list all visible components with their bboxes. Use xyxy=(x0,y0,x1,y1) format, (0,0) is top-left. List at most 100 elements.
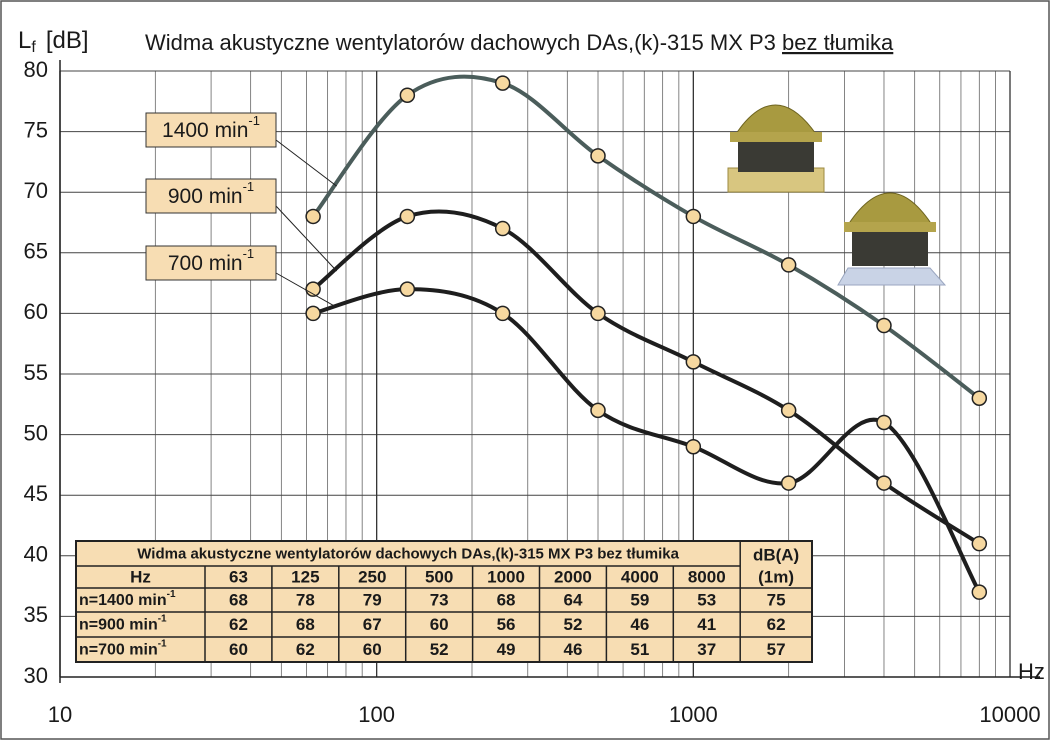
table-cell: 46 xyxy=(563,640,582,659)
data-table: Widma akustyczne wentylatorów dachowych … xyxy=(76,541,812,662)
table-hz: 2000 xyxy=(554,567,592,586)
data-point xyxy=(686,355,700,369)
y-tick-label: 80 xyxy=(24,57,48,82)
title-text: Widma akustyczne wentylatorów dachowych … xyxy=(145,30,782,55)
table-cell: 62 xyxy=(229,615,248,634)
data-point xyxy=(400,209,414,223)
title-underlined: bez tłumika xyxy=(782,30,894,55)
table-row-label: n=1400 min-1 xyxy=(79,589,176,610)
table-cell: 60 xyxy=(229,640,248,659)
table-dba: 62 xyxy=(767,615,786,634)
x-tick-label: 10 xyxy=(48,702,72,727)
table-cell: 73 xyxy=(430,590,449,609)
legend-sup: -1 xyxy=(243,246,255,261)
table-cell: 78 xyxy=(296,590,315,609)
y-tick-label: 45 xyxy=(24,481,48,506)
table-cell: 37 xyxy=(697,640,716,659)
row-name: 700 min xyxy=(98,642,158,659)
data-point xyxy=(306,306,320,320)
x-tick-label: 10000 xyxy=(979,702,1040,727)
data-point xyxy=(782,403,796,417)
y-tick-label: 50 xyxy=(24,420,48,445)
legend-label: 1400 min-1 xyxy=(162,113,260,141)
table-cell: 68 xyxy=(497,590,516,609)
table-hz: 250 xyxy=(358,567,386,586)
table-cell: 52 xyxy=(430,640,449,659)
table-cell: 49 xyxy=(497,640,516,659)
table-cell: 60 xyxy=(363,640,382,659)
legend-label: 700 min-1 xyxy=(168,246,254,274)
data-point xyxy=(496,222,510,236)
data-point xyxy=(972,537,986,551)
table-dba-header: dB(A) xyxy=(753,545,799,564)
table-hz: 125 xyxy=(291,567,319,586)
data-point xyxy=(306,209,320,223)
data-point xyxy=(686,209,700,223)
legend-sup: -1 xyxy=(248,113,260,128)
table-row-label: n=900 min-1 xyxy=(79,613,167,634)
data-point xyxy=(496,306,510,320)
y-tick-label: 65 xyxy=(24,239,48,264)
x-tick-label: 1000 xyxy=(669,702,718,727)
data-point xyxy=(782,258,796,272)
data-point xyxy=(877,319,891,333)
table-row-label: n=700 min-1 xyxy=(79,638,167,659)
table-dba-header: (1m) xyxy=(758,567,794,586)
legend-text: 700 min xyxy=(168,252,243,275)
chart: 30 35 40 45 50 55 60 65 70 75 80 10 100 1000 10000 Lf[d… xyxy=(0,0,1050,740)
y-axis-label: Lf[dB] xyxy=(18,27,89,56)
row-prefix: n= xyxy=(79,592,98,609)
table-cell: 62 xyxy=(296,640,315,659)
data-point xyxy=(686,440,700,454)
row-prefix: n= xyxy=(79,642,98,659)
table-hz: 63 xyxy=(229,567,248,586)
legend-text: 900 min xyxy=(168,185,243,208)
y-tick-label: 70 xyxy=(24,178,48,203)
row-sup: -1 xyxy=(158,613,167,624)
table-hz: 8000 xyxy=(688,567,726,586)
table-dba: 75 xyxy=(767,590,786,609)
row-name: 900 min xyxy=(98,617,158,634)
y-tick-label: 55 xyxy=(24,360,48,385)
table-title: Widma akustyczne wentylatorów dachowych … xyxy=(137,545,679,562)
data-point xyxy=(972,391,986,405)
data-point xyxy=(877,415,891,429)
table-cell: 41 xyxy=(697,615,716,634)
y-axis-label-main: L xyxy=(18,27,31,54)
table-cell: 46 xyxy=(630,615,649,634)
data-point xyxy=(591,306,605,320)
table-hz: 500 xyxy=(425,567,453,586)
y-tick-label: 40 xyxy=(24,542,48,567)
data-point xyxy=(591,403,605,417)
table-hz: 4000 xyxy=(621,567,659,586)
y-tick-label: 60 xyxy=(24,299,48,324)
table-cell: 53 xyxy=(697,590,716,609)
table-cell: 60 xyxy=(430,615,449,634)
data-point xyxy=(591,149,605,163)
row-sup: -1 xyxy=(167,589,176,600)
x-axis-label: Hz xyxy=(1018,659,1045,684)
legend-text: 1400 min xyxy=(162,119,248,142)
data-point xyxy=(496,76,510,90)
data-point xyxy=(972,585,986,599)
table-hz: 1000 xyxy=(487,567,525,586)
y-tick-label: 35 xyxy=(24,602,48,627)
table-cell: 59 xyxy=(630,590,649,609)
y-axis-label-unit: [dB] xyxy=(46,27,89,54)
row-prefix: n= xyxy=(79,617,98,634)
y-tick-label: 30 xyxy=(24,663,48,688)
data-point xyxy=(400,282,414,296)
x-tick-label: 100 xyxy=(358,702,395,727)
legend-label: 900 min-1 xyxy=(168,179,254,207)
table-cell: 68 xyxy=(229,590,248,609)
data-point xyxy=(877,476,891,490)
table-cell: 56 xyxy=(497,615,516,634)
table-cell: 79 xyxy=(363,590,382,609)
y-tick-label: 75 xyxy=(24,117,48,142)
table-cell: 64 xyxy=(563,590,582,609)
data-point xyxy=(782,476,796,490)
table-cell: 51 xyxy=(630,640,649,659)
row-name: 1400 min xyxy=(98,592,166,609)
table-cell: 52 xyxy=(563,615,582,634)
table-hz-label: Hz xyxy=(130,567,151,586)
